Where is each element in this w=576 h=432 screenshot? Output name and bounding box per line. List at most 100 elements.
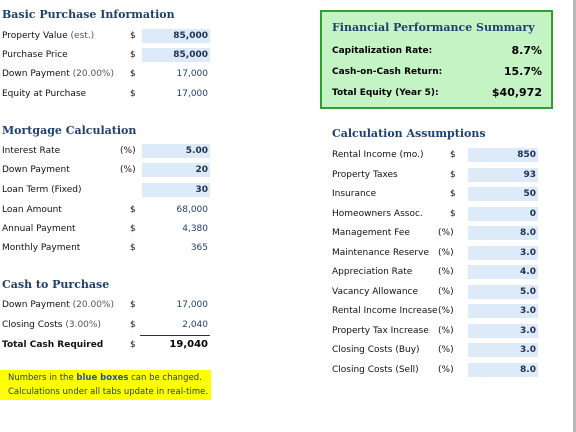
percent-unit: (%) [438,247,454,258]
purchase-price-input[interactable]: 85,000 [142,48,210,62]
interest-rate-row: Interest Rate (%) 5.00 [2,143,210,159]
total-divider [140,335,210,336]
percent-unit: (%) [120,165,136,175]
down-payment-value: 17,000 [176,69,209,79]
maintenance-reserve-input[interactable]: 3.0 [468,245,538,260]
closing-costs-buy-label: Closing Costs (Buy) [332,345,420,355]
closing-costs-sell-row: Closing Costs (Sell) (%) 8.0 [332,362,540,378]
total-equity-value: $40,972 [491,86,542,99]
loan-term-label: Loan Term (Fixed) [2,185,82,195]
down-payment-pct-input[interactable]: 20 [142,163,210,177]
property-taxes-input[interactable]: 93 [468,167,538,182]
interest-rate-input[interactable]: 5.00 [142,144,210,158]
property-tax-increase-row: Property Tax Increase (%) 3.0 [332,323,540,339]
currency-unit: $ [130,300,136,310]
cash-down-payment-label: Down Payment (20.00%) [2,300,114,310]
cash-purchase-title: Cash to Purchase [2,278,110,291]
closing-costs-label: Closing Costs (3.00%) [2,320,101,330]
financial-summary-box: Financial Performance Summary Capitaliza… [320,10,553,109]
maintenance-reserve-label: Maintenance Reserve [332,247,429,258]
cap-rate-value: 8.7% [511,44,542,57]
currency-unit: $ [130,89,136,99]
total-equity-label: Total Equity (Year 5): [332,88,439,98]
loan-amount-label: Loan Amount [2,205,62,215]
total-cash-label: Total Cash Required [2,340,104,350]
management-fee-input[interactable]: 8.0 [468,226,538,240]
currency-unit: $ [130,340,136,350]
purchase-price-label: Purchase Price [2,50,68,60]
basic-purchase-title: Basic Purchase Information [2,8,175,21]
currency-unit: $ [450,150,456,160]
loan-amount-row: Loan Amount $ 68,000 [2,202,210,218]
coc-return-value: 15.7% [503,65,542,78]
percent-unit: (%) [438,286,454,297]
equity-purchase-value: 17,000 [176,89,209,99]
currency-unit: $ [130,320,136,330]
cap-rate-label: Capitalization Rate: [332,46,433,56]
down-payment-pct-row: Down Payment (%) 20 [2,162,210,178]
vacancy-allowance-input[interactable]: 5.0 [468,284,538,299]
total-cash-row: Total Cash Required $ 19,040 [2,337,210,353]
note-line-1: Numbers in the blue boxes can be changed… [8,373,202,383]
hoa-label: Homeowners Assoc. [332,208,423,219]
hoa-input[interactable]: 0 [468,206,538,221]
currency-unit: $ [130,205,136,215]
closing-costs-sell-input[interactable]: 8.0 [468,362,538,377]
rental-income-input[interactable]: 850 [468,148,538,162]
down-payment-label: Down Payment (20.00%) [2,69,114,79]
property-tax-increase-label: Property Tax Increase [332,325,429,336]
assumptions-title: Calculation Assumptions [332,127,486,140]
rental-income-increase-input[interactable]: 3.0 [468,304,538,318]
loan-term-input[interactable]: 30 [142,183,210,197]
right-scroll-border [573,0,576,432]
cash-down-payment-row: Down Payment (20.00%) $ 17,000 [2,297,210,313]
monthly-payment-label: Monthly Payment [2,243,81,253]
loan-term-row: Loan Term (Fixed) 30 [2,182,210,198]
appreciation-rate-input[interactable]: 4.0 [468,265,538,279]
annual-payment-value: 4,380 [182,224,208,234]
cash-down-payment-value: 17,000 [176,300,209,310]
property-tax-increase-input[interactable]: 3.0 [468,323,538,338]
currency-unit: $ [450,208,456,219]
rental-income-increase-label: Rental Income Increase [332,306,438,316]
summary-title: Financial Performance Summary [332,21,535,34]
appreciation-rate-label: Appreciation Rate [332,267,413,277]
closing-costs-buy-input[interactable]: 3.0 [468,343,538,357]
equity-purchase-label: Equity at Purchase [2,89,87,99]
cap-rate-row: Capitalization Rate: 8.7% [332,43,542,59]
property-value-row: Property Value (est.) $ 85,000 [2,28,210,44]
rental-income-increase-row: Rental Income Increase (%) 3.0 [332,303,540,319]
percent-unit: (%) [438,364,454,375]
coc-return-label: Cash-on-Cash Return: [332,67,443,77]
purchase-price-row: Purchase Price $ 85,000 [2,47,210,63]
vacancy-allowance-label: Vacancy Allowance [332,286,419,297]
currency-unit: $ [450,169,456,180]
percent-unit: (%) [438,345,454,355]
interest-rate-label: Interest Rate [2,146,61,156]
closing-costs-sell-label: Closing Costs (Sell) [332,364,419,375]
note-line-2: Calculations under all tabs update in re… [8,387,209,397]
editable-note: Numbers in the blue boxes can be changed… [0,370,211,400]
appreciation-rate-row: Appreciation Rate (%) 4.0 [332,264,540,280]
insurance-row: Insurance $50 [332,186,540,202]
percent-unit: (%) [438,228,454,238]
insurance-input[interactable]: 50 [468,187,538,201]
currency-unit: $ [130,31,136,41]
vacancy-allowance-row: Vacancy Allowance (%) 5.0 [332,284,540,300]
currency-unit: $ [130,69,136,79]
maintenance-reserve-row: Maintenance Reserve (%) 3.0 [332,245,540,261]
percent-unit: (%) [438,325,454,336]
percent-unit: (%) [120,146,136,156]
management-fee-label: Management Fee [332,228,410,238]
down-payment-pct-label: Down Payment [2,165,70,175]
monthly-payment-value: 365 [190,243,208,253]
down-payment-row: Down Payment (20.00%) $ 17,000 [2,66,210,82]
closing-costs-row: Closing Costs (3.00%) $ 2,040 [2,317,210,333]
currency-unit: $ [130,50,136,60]
management-fee-row: Management Fee (%) 8.0 [332,225,540,241]
closing-costs-buy-row: Closing Costs (Buy) (%) 3.0 [332,342,540,358]
percent-unit: (%) [438,267,454,277]
total-cash-value: 19,040 [169,339,208,350]
rental-income-label: Rental Income (mo.) [332,150,424,160]
property-value-input[interactable]: 85,000 [142,29,210,43]
